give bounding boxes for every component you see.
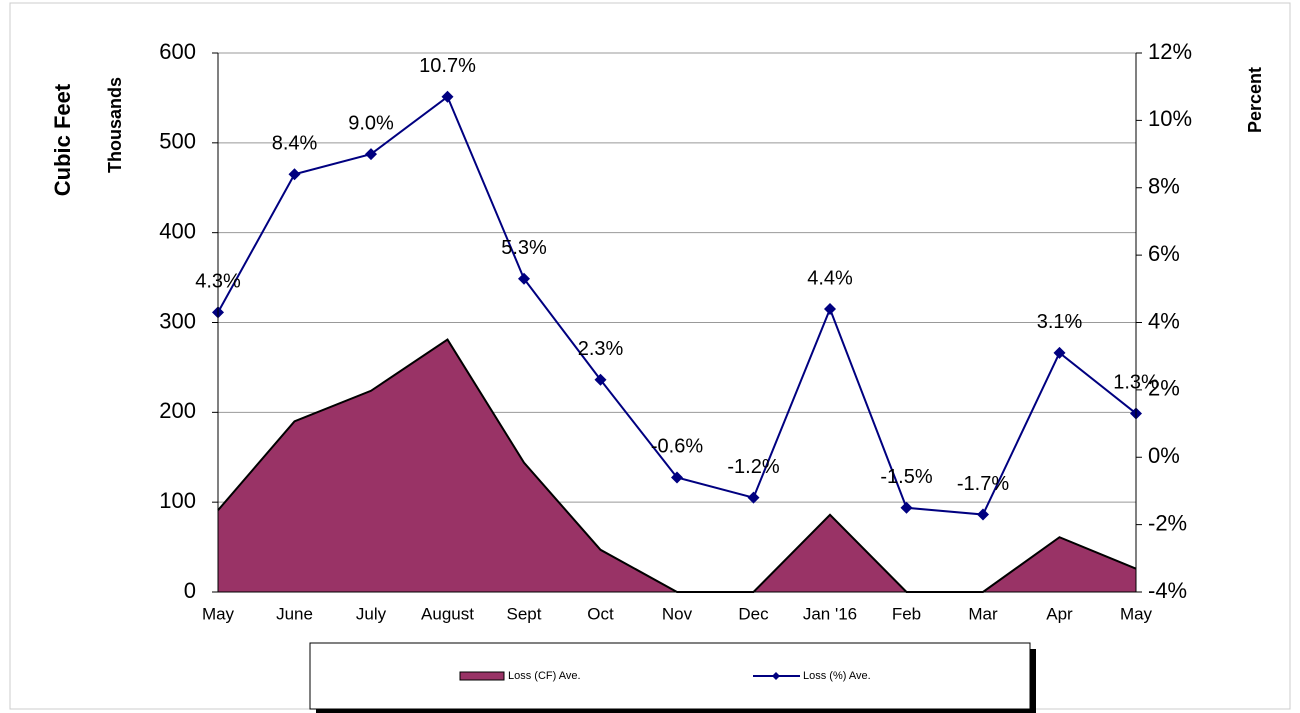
legend-swatch	[459, 671, 505, 681]
x-tick-label: Jan '16	[803, 604, 857, 623]
data-label: 5.3%	[501, 237, 547, 259]
data-label: -1.7%	[957, 473, 1009, 495]
marker	[365, 148, 377, 161]
data-label: -1.5%	[880, 466, 932, 488]
y-tick-label: 100	[159, 488, 196, 513]
area	[218, 339, 1136, 592]
legend	[309, 642, 1031, 710]
marker	[441, 90, 454, 103]
data-label: 9.0%	[348, 112, 394, 134]
x-tick-label: May	[202, 604, 235, 623]
marker	[1053, 346, 1066, 359]
y-tick-label: 200	[159, 398, 196, 423]
x-tick-label: August	[421, 604, 474, 623]
y2-tick-label: 12%	[1148, 39, 1192, 64]
y2-tick-label: 2%	[1148, 376, 1180, 401]
legend-label: Loss (CF) Ave.	[508, 670, 581, 682]
x-tick-label: July	[356, 604, 387, 623]
marker	[747, 491, 760, 504]
x-tick-label: June	[276, 604, 313, 623]
x-tick-label: Sept	[507, 604, 542, 623]
y-axis-label: Cubic Feet	[50, 83, 75, 196]
data-label: -0.6%	[651, 436, 703, 458]
marker	[977, 508, 989, 521]
marker	[900, 501, 913, 514]
y2-tick-label: 4%	[1148, 308, 1180, 333]
y2-tick-label: 0%	[1148, 443, 1180, 468]
y2-axis-label: Percent	[1245, 67, 1265, 133]
y-tick-label: 400	[159, 218, 196, 243]
y-tick-label: 0	[184, 578, 196, 603]
x-tick-label: Oct	[587, 604, 614, 623]
y-tick-label: 500	[159, 129, 196, 154]
data-label: 10.7%	[419, 55, 476, 77]
marker	[594, 373, 607, 386]
legend-marker	[772, 672, 780, 680]
data-label: -1.2%	[727, 456, 779, 478]
x-tick-label: May	[1120, 604, 1153, 623]
y2-tick-label: 10%	[1148, 106, 1192, 131]
x-tick-label: Dec	[738, 604, 769, 623]
data-label: 4.4%	[807, 267, 853, 289]
y-tick-label: 300	[159, 308, 196, 333]
marker	[518, 272, 530, 285]
y-tick-label: 600	[159, 39, 196, 64]
marker	[288, 168, 301, 181]
legend-label: Loss (%) Ave.	[803, 670, 871, 682]
y2-tick-label: -2%	[1148, 510, 1187, 535]
y2-tick-label: -4%	[1148, 578, 1187, 603]
marker	[671, 471, 683, 484]
data-label: 2.3%	[578, 338, 624, 360]
y-axis-sublabel: Thousands	[105, 77, 125, 173]
data-label: 3.1%	[1037, 311, 1083, 333]
y2-tick-label: 8%	[1148, 174, 1180, 199]
marker	[824, 303, 836, 316]
x-tick-label: Nov	[662, 604, 693, 623]
frame	[9, 2, 1291, 710]
x-tick-label: Feb	[892, 604, 921, 623]
x-tick-label: Apr	[1046, 604, 1073, 623]
data-label: 8.4%	[272, 133, 318, 155]
x-tick-label: Mar	[968, 604, 998, 623]
y2-tick-label: 6%	[1148, 241, 1180, 266]
